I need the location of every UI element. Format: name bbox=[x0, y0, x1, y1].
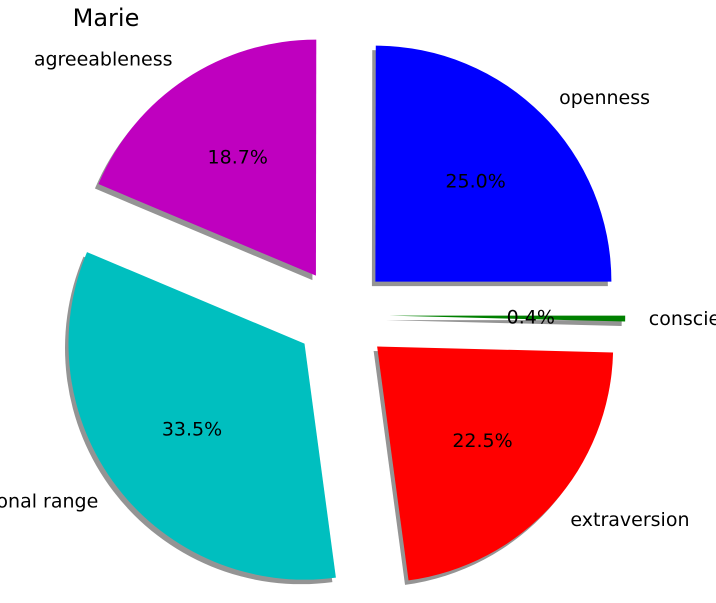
percent-label-emotional-range: 33.5% bbox=[162, 419, 222, 441]
chart-title: Marie bbox=[73, 4, 140, 32]
percent-label-openness: 25.0% bbox=[445, 171, 505, 193]
pie-slice-openness bbox=[375, 45, 612, 282]
category-label-conscientiousness: conscientiousness bbox=[649, 308, 716, 330]
percent-label-extraversion: 22.5% bbox=[452, 430, 512, 452]
pie-slice-emotional-range bbox=[68, 252, 336, 580]
category-label-agreeableness: agreeableness bbox=[34, 48, 173, 70]
percent-label-agreeableness: 18.7% bbox=[208, 147, 268, 169]
pie-slice-extraversion bbox=[377, 346, 614, 581]
category-label-openness: openness bbox=[559, 87, 650, 109]
category-label-extraversion: extraversion bbox=[570, 509, 689, 531]
pie-slice-conscientiousness bbox=[389, 315, 626, 322]
pie-slice-agreeableness bbox=[98, 39, 317, 276]
slice-shadow-conscientiousness bbox=[385, 320, 622, 327]
percent-label-conscientiousness: 0.4% bbox=[507, 306, 555, 328]
category-label-emotional-range: emotional range bbox=[0, 490, 98, 512]
pie-slices bbox=[68, 39, 626, 581]
slice-labels: 25.0% openness 18.7% agreeableness 33.5% emot… bbox=[0, 48, 716, 531]
